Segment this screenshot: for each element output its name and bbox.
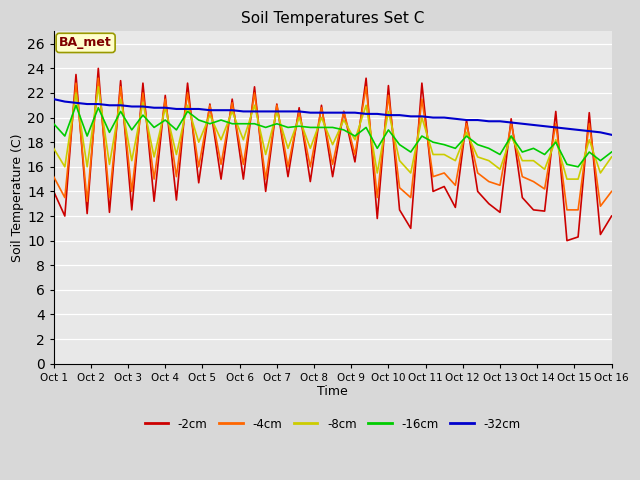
- Title: Soil Temperatures Set C: Soil Temperatures Set C: [241, 11, 424, 26]
- Text: BA_met: BA_met: [60, 36, 112, 49]
- X-axis label: Time: Time: [317, 385, 348, 398]
- Y-axis label: Soil Temperature (C): Soil Temperature (C): [11, 133, 24, 262]
- Legend: -2cm, -4cm, -8cm, -16cm, -32cm: -2cm, -4cm, -8cm, -16cm, -32cm: [140, 413, 525, 435]
